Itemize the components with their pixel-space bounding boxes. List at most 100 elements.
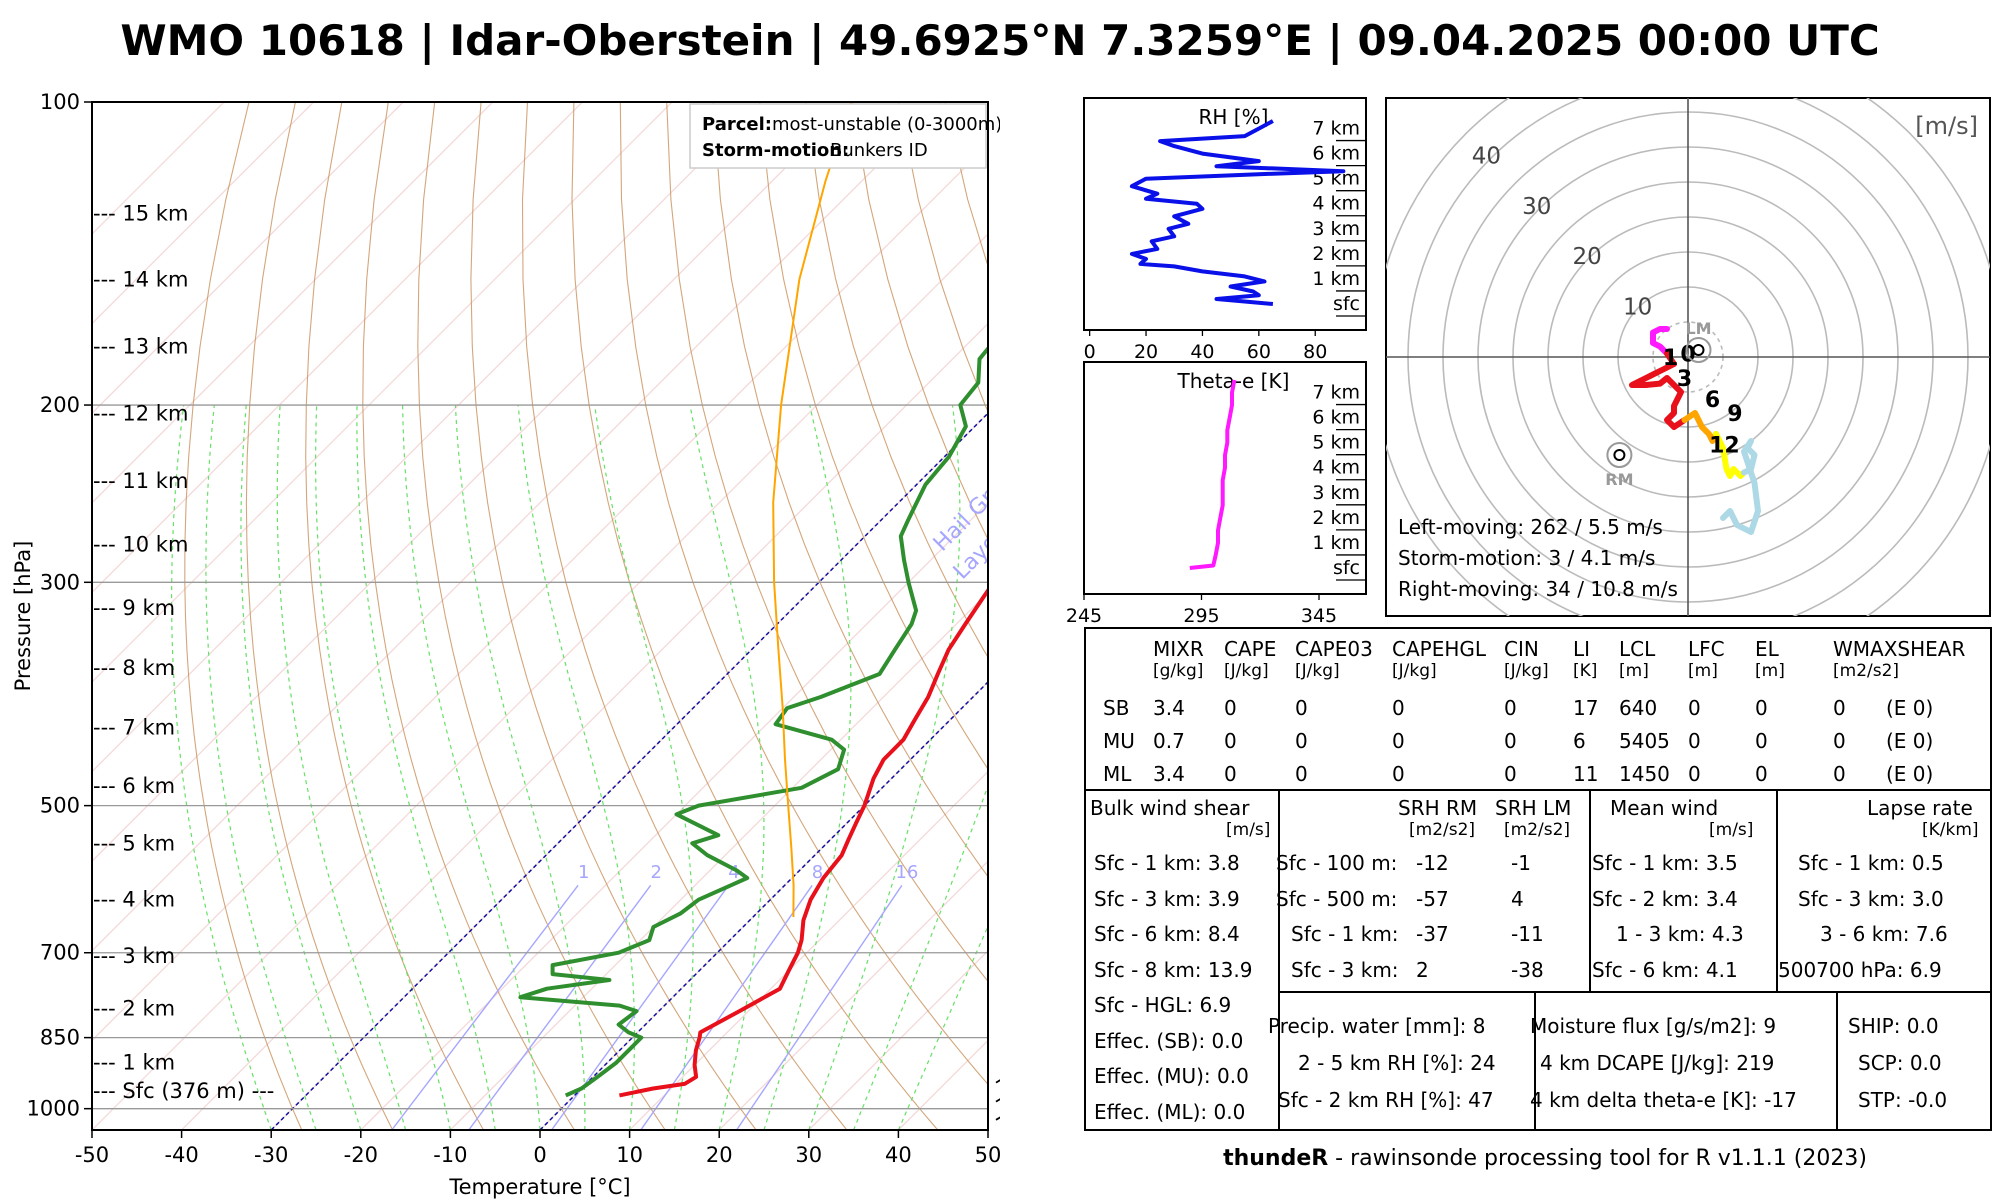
- table-row-label: ML: [1103, 762, 1132, 786]
- bulk-shear-row: Effec. (ML): 0.0: [1094, 1099, 1246, 1124]
- x-tick-label: 40: [885, 1143, 912, 1167]
- bulk-shear-row: Sfc - 6 km: 8.4: [1094, 922, 1240, 946]
- height-label: --- 13 km: [93, 335, 188, 359]
- table-cell: 0.7: [1153, 729, 1185, 753]
- table-divider: [1278, 789, 1280, 1131]
- isotherm-line: [92, 102, 763, 773]
- hodograph-storm-motion-text: Storm-motion: 3 / 4.1 m/s: [1398, 546, 1655, 570]
- table-unit: [J/kg]: [1295, 661, 1340, 681]
- isotherm-line: [92, 143, 988, 1042]
- mean-wind-unit: [m/s]: [1709, 820, 1754, 840]
- table-unit: [K]: [1573, 661, 1598, 681]
- rh-panel-height-label: 4 km: [1312, 193, 1360, 215]
- rh-panel-x-tick-label: 60: [1247, 341, 1271, 363]
- table-cell: 3.4: [1153, 762, 1185, 786]
- isotherm-line: [270, 412, 988, 1130]
- composite-index-row: SCP: 0.0: [1858, 1051, 1942, 1075]
- table-cell: 0: [1504, 729, 1517, 753]
- table-cell: 0: [1504, 762, 1517, 786]
- table-header: WMAXSHEAR: [1833, 637, 1966, 661]
- srh-rm-value: -37: [1416, 922, 1449, 946]
- table-cell: (E 0): [1886, 729, 1934, 753]
- x-tick-label: -10: [433, 1143, 467, 1167]
- height-label: --- 5 km: [93, 831, 175, 855]
- hodograph-unit: [m/s]: [1915, 112, 1978, 140]
- height-label: --- 4 km: [93, 888, 175, 912]
- table-header: EL: [1755, 637, 1779, 661]
- table-unit: [m2/s2]: [1833, 661, 1900, 681]
- table-cell: 0: [1392, 762, 1405, 786]
- height-label: --- 2 km: [93, 996, 175, 1020]
- table-divider: [1589, 789, 1591, 991]
- srh-lm-unit: [m2/s2]: [1504, 820, 1571, 840]
- x-tick-label: 50: [975, 1143, 1000, 1167]
- dry-adiabat-line: [184, 102, 303, 1130]
- srh-row-label: Sfc - 500 m:: [1276, 886, 1398, 911]
- table-unit: [g/kg]: [1153, 661, 1204, 681]
- lapse-rate-row: Sfc - 3 km: 3.0: [1798, 886, 1944, 911]
- moist-adiabat-line: [240, 404, 362, 1130]
- table-divider: [1534, 991, 1536, 1131]
- y-tick-label: 700: [40, 941, 80, 965]
- moisture-row: Sfc - 2 km RH [%]: 47: [1278, 1088, 1494, 1112]
- rh-panel-line: [1129, 119, 1346, 306]
- mixing-ratio-line: [391, 884, 579, 1130]
- x-tick-label: 30: [795, 1143, 822, 1167]
- hodograph-left-moving-text: Left-moving: 262 / 5.5 m/s: [1398, 515, 1663, 539]
- srh-rm-value: -12: [1416, 851, 1449, 875]
- moisture-row: Precip. water [mm]: 8: [1268, 1014, 1486, 1038]
- moist-adiabat-line: [402, 404, 541, 1130]
- srh-lm-title: SRH LM: [1495, 796, 1572, 820]
- thetae-panel-x-tick-label: 245: [1066, 605, 1102, 627]
- moist-adiabat-line: [314, 404, 451, 1130]
- isotherm-line: [92, 102, 404, 415]
- y-tick-label: 100: [40, 90, 80, 114]
- moist-adiabat-line: [170, 404, 272, 1130]
- height-label: --- 3 km: [93, 944, 175, 968]
- table-header: LCL: [1619, 637, 1656, 661]
- hodograph-height-label: 9: [1727, 402, 1742, 427]
- table-unit: [J/kg]: [1224, 661, 1269, 681]
- rh-panel-title: RH [%]: [1199, 105, 1269, 129]
- y-tick-label: 1000: [27, 1097, 80, 1121]
- srh-lm-value: -11: [1511, 922, 1544, 946]
- table-cell: 0: [1392, 696, 1405, 720]
- height-label: --- 7 km: [93, 715, 175, 739]
- table-divider: [1278, 991, 1992, 993]
- table-cell: 0: [1688, 696, 1701, 720]
- table-cell: 0: [1688, 729, 1701, 753]
- table-cell: 0: [1755, 762, 1768, 786]
- isotherm-line: [92, 102, 315, 325]
- thetae-panel-height-label: 6 km: [1312, 407, 1360, 429]
- lapse-rate-unit: [K/km]: [1922, 820, 1979, 840]
- legend-box: [689, 103, 987, 169]
- height-label: --- 14 km: [93, 267, 188, 291]
- right_moving-marker-dot: [1613, 449, 1626, 461]
- dry-adiabat-line: [805, 102, 988, 659]
- left_moving-marker: [1685, 337, 1712, 363]
- hodograph-segment: [1650, 326, 1670, 357]
- x-tick-label: -40: [164, 1143, 198, 1167]
- mixing-ratio-line: [640, 884, 813, 1130]
- srh-row-label: Sfc - 100 m:: [1276, 851, 1398, 875]
- rh-panel-height-label: 6 km: [1312, 143, 1360, 165]
- table-row-label: MU: [1103, 729, 1135, 753]
- bulk-shear-unit: [m/s]: [1226, 820, 1271, 840]
- hodograph-ring-label: 10: [1623, 295, 1652, 321]
- isotherm-line: [92, 102, 673, 683]
- thetae-panel-height-label: 5 km: [1312, 432, 1360, 454]
- height-label: --- 9 km: [93, 596, 175, 620]
- table-header: LFC: [1688, 637, 1725, 661]
- parcel-profile: [772, 102, 853, 918]
- dry-adiabat-line: [521, 102, 848, 1130]
- height-label: --- 6 km: [93, 774, 175, 798]
- dewpoint-profile: [518, 345, 988, 1098]
- isotherm-line: [92, 102, 494, 504]
- moist-adiabat-line: [689, 404, 765, 1130]
- thetae-panel-height-label: 2 km: [1312, 507, 1360, 529]
- hodograph-segment: [1720, 438, 1761, 535]
